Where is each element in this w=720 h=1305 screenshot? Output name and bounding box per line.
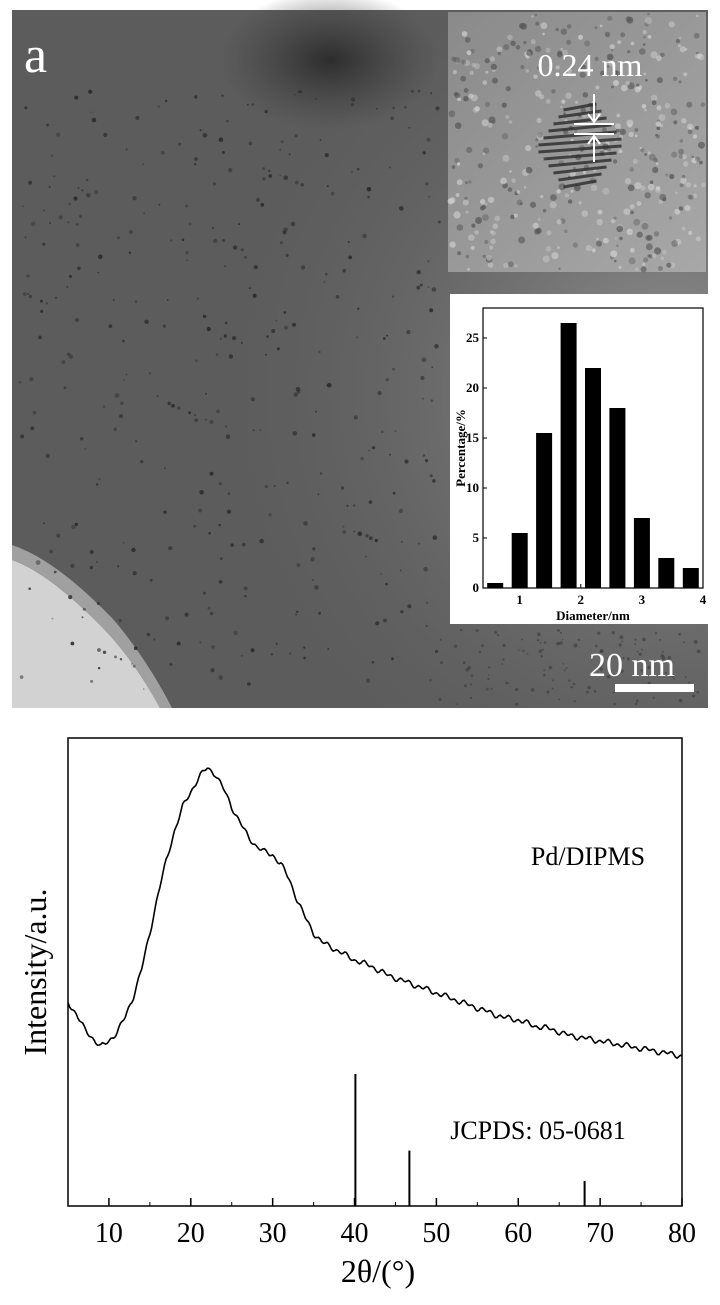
nanoparticle-dots (18, 89, 701, 706)
histogram-bar (633, 518, 650, 588)
hrtem-inset: 0.24 nm (447, 12, 706, 273)
histogram-y-tick-label: 5 (473, 530, 480, 545)
xrd-x-tick-label: 80 (668, 1218, 696, 1249)
histogram-y-tick-label: 0 (473, 580, 480, 595)
series-label-pd-dipms: Pd/DIPMS (531, 842, 645, 871)
xrd-frame (67, 737, 683, 1207)
reference-label: JCPDS: 05-0681 (450, 1116, 626, 1145)
lattice-spacing-label: 0.24 nm (538, 47, 643, 83)
reference-peaks (354, 1074, 586, 1206)
histogram-bar (682, 568, 699, 588)
xrd-x-label: 2θ/(°) (341, 1253, 415, 1289)
xrd-pattern-line (67, 767, 683, 1060)
tem-dark-blob (220, 0, 440, 130)
histogram-bar (585, 368, 601, 588)
histogram-y-tick-label: 10 (466, 480, 479, 495)
xrd-x-tick-label: 10 (95, 1218, 123, 1249)
histogram-x-tick-label: 4 (700, 592, 707, 607)
histogram-x-label: Diameter/nm (556, 608, 630, 623)
histogram-y-ticks: 0 5 10 15 20 25 (466, 330, 487, 595)
xrd-y-label: Intensity/a.u. (17, 888, 53, 1055)
histogram-bar (609, 408, 626, 588)
histogram-y-tick-label: 20 (466, 380, 479, 395)
histogram-bar (560, 323, 577, 588)
histogram-inset: 1 2 3 4 0 5 10 15 20 25 Diameter/nm Percentage/% (450, 294, 708, 624)
xrd-x-ticks: 10 20 30 40 50 60 70 80 (67, 1198, 696, 1249)
histogram-x-ticks: 1 2 3 4 (516, 584, 707, 607)
xrd-x-tick-label: 20 (177, 1218, 205, 1249)
histogram-x-tick-label: 1 (516, 592, 523, 607)
scale-bar-label: 20 nm (589, 647, 675, 684)
xrd-x-tick-label: 30 (259, 1218, 287, 1249)
xrd-chart: 10 20 30 40 50 60 70 80 Pd/DIPMS JCPDS: 05-0681… (17, 737, 696, 1289)
tem-image-panel: a 0.24 nm 1 2 3 4 0 5 10 15 20 25 Diameter/nm (12, 0, 708, 708)
histogram-y-label: Percentage/% (453, 409, 468, 487)
xrd-x-tick-label: 60 (504, 1218, 532, 1249)
histogram-y-tick-label: 25 (466, 330, 480, 345)
histogram-bar (536, 433, 553, 588)
scale-bar: 20 nm (589, 647, 694, 692)
histogram-bar (658, 558, 675, 588)
xrd-x-tick-label: 70 (586, 1218, 614, 1249)
xrd-x-tick-label: 40 (341, 1218, 369, 1249)
histogram-bars (487, 323, 699, 588)
xrd-x-tick-label: 50 (422, 1218, 450, 1249)
histogram-bar (487, 583, 504, 588)
histogram-x-tick-label: 2 (578, 592, 585, 607)
lattice-spacing-arrows (574, 94, 614, 162)
scale-bar-line (615, 684, 694, 692)
histogram-bar (511, 533, 528, 588)
panel-label-a: a (24, 27, 47, 84)
histogram-y-tick-label: 15 (466, 430, 480, 445)
tem-bright-edge (12, 560, 160, 708)
tem-edge-halo (12, 545, 172, 708)
histogram-x-tick-label: 3 (639, 592, 646, 607)
